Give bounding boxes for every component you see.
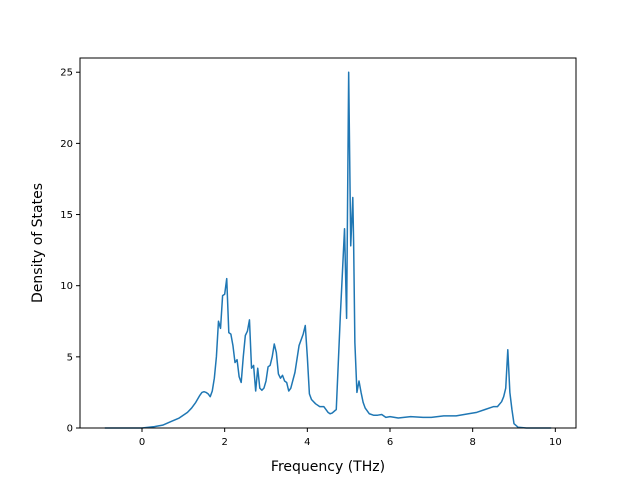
y-ticks: 0 5 10 15 20 25 <box>60 68 80 435</box>
x-tick-label: 2 <box>221 437 227 448</box>
x-tick-label: 8 <box>469 437 475 448</box>
x-tick-label: 10 <box>549 437 562 448</box>
plot-area <box>104 71 552 429</box>
x-tick-label: 0 <box>139 437 145 448</box>
plot-frame <box>79 57 577 429</box>
y-tick-label: 0 <box>67 424 73 435</box>
y-tick-label: 15 <box>60 210 73 221</box>
series-line-0 <box>104 71 552 429</box>
y-tick-label: 5 <box>67 352 73 363</box>
x-axis-label: Frequency (THz) <box>271 459 385 475</box>
y-tick-label: 10 <box>60 281 73 292</box>
x-tick-label: 4 <box>304 437 310 448</box>
x-tick-label: 6 <box>387 437 393 448</box>
y-tick-label: 25 <box>60 68 73 79</box>
y-axis-label: Density of States <box>30 183 46 303</box>
y-tick-label: 20 <box>60 139 73 150</box>
x-ticks: 0 2 4 6 8 10 <box>139 428 562 448</box>
